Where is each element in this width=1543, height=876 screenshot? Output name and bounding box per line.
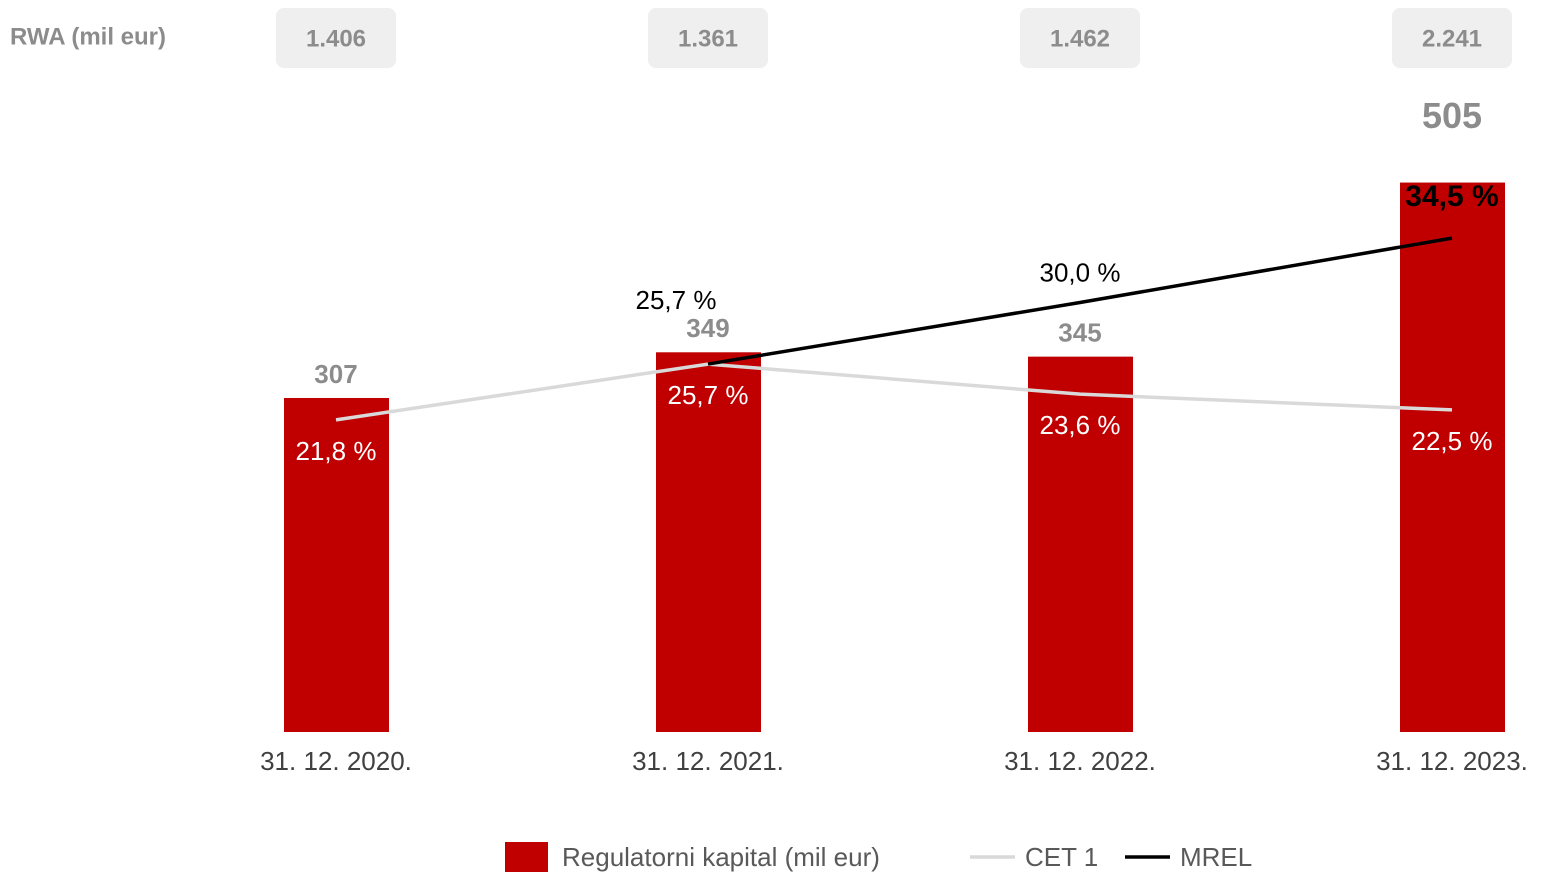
bar bbox=[284, 397, 389, 732]
x-tick-label: 31. 12. 2022. bbox=[1004, 746, 1156, 776]
line-label: 30,0 % bbox=[1040, 257, 1121, 287]
line-label: 21,8 % bbox=[296, 436, 377, 466]
rwa-value: 1.462 bbox=[1050, 25, 1110, 52]
line-label: 25,7 % bbox=[636, 285, 717, 315]
rwa-value: 1.406 bbox=[306, 25, 366, 52]
rwa-box bbox=[1392, 8, 1512, 68]
bar-label: 505 bbox=[1422, 95, 1482, 136]
x-tick-label: 31. 12. 2021. bbox=[632, 746, 784, 776]
bar-label: 349 bbox=[686, 313, 729, 343]
rwa-box bbox=[276, 8, 396, 68]
rwa-value: 1.361 bbox=[678, 25, 738, 52]
line-label: 34,5 % bbox=[1405, 180, 1498, 213]
legend-label: MREL bbox=[1180, 842, 1252, 872]
bar bbox=[656, 352, 761, 732]
line-2 bbox=[707, 236, 1453, 366]
bar-label: 307 bbox=[314, 359, 357, 389]
rwa-box bbox=[1020, 8, 1140, 68]
x-tick-label: 31. 12. 2023. bbox=[1376, 746, 1528, 776]
rwa-label: RWA (mil eur) bbox=[10, 23, 166, 50]
bar bbox=[1400, 182, 1505, 732]
line-label: 25,7 % bbox=[668, 380, 749, 410]
rwa-box bbox=[648, 8, 768, 68]
x-tick-label: 31. 12. 2020. bbox=[260, 746, 412, 776]
bar-label: 345 bbox=[1058, 318, 1101, 348]
bar bbox=[1028, 356, 1133, 732]
legend-swatch bbox=[505, 842, 548, 872]
line-1 bbox=[335, 362, 1453, 422]
line-label: 23,6 % bbox=[1040, 410, 1121, 440]
rwa-value: 2.241 bbox=[1422, 25, 1482, 52]
legend-label: CET 1 bbox=[1025, 842, 1098, 872]
line-label: 22,5 % bbox=[1412, 426, 1493, 456]
legend-label: Regulatorni kapital (mil eur) bbox=[562, 842, 880, 872]
